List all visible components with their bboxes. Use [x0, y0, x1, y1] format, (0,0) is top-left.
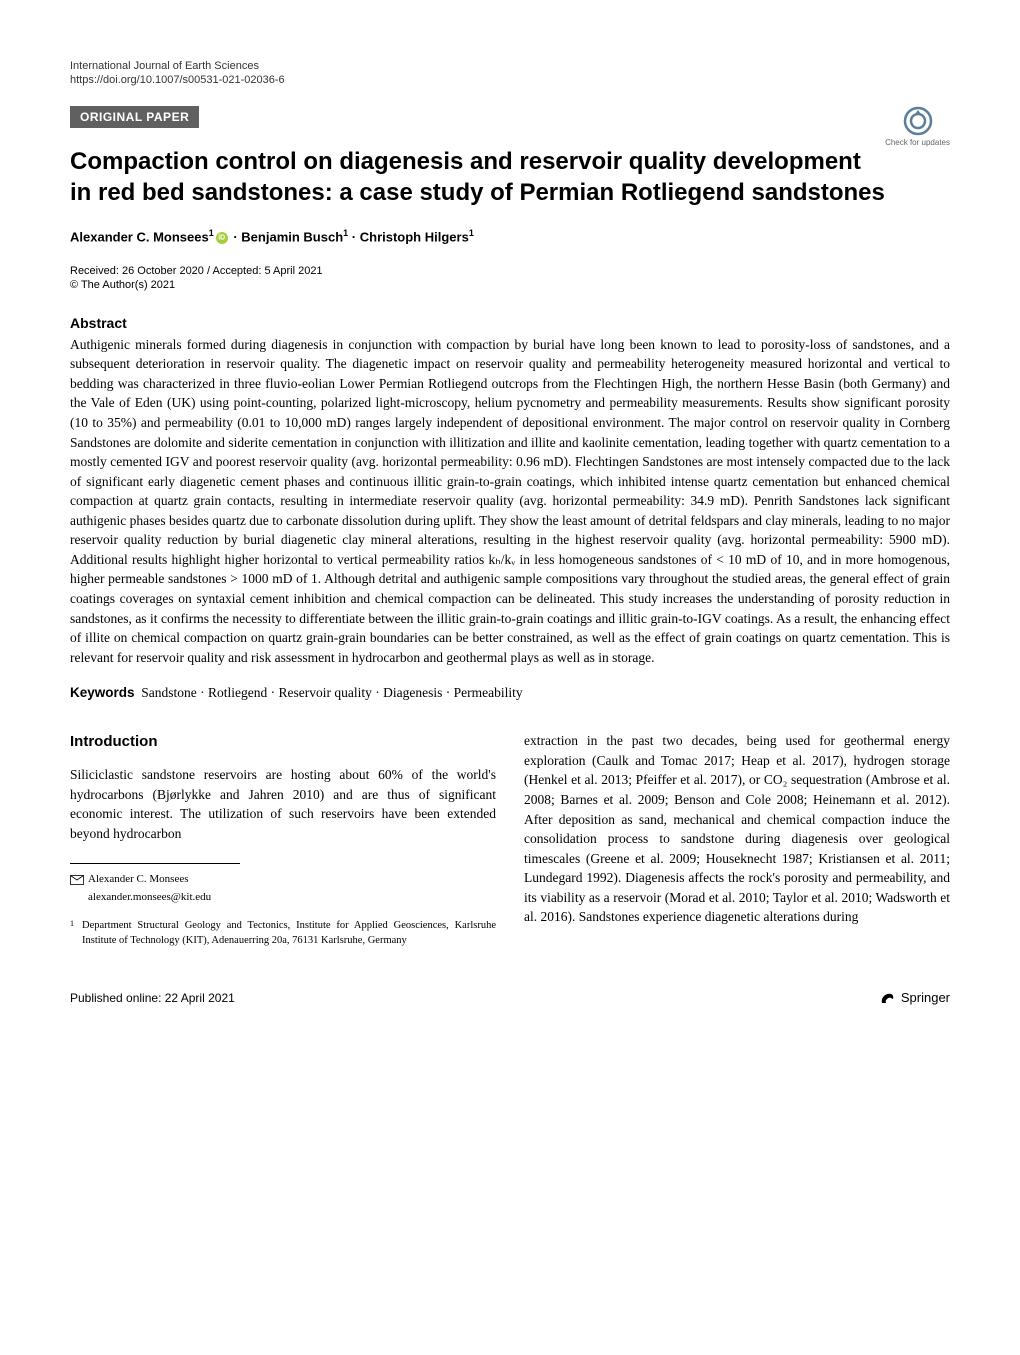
affiliation-number: 1	[70, 918, 74, 948]
published-date: Published online: 22 April 2021	[70, 991, 235, 1005]
right-column: extraction in the past two decades, bein…	[524, 731, 950, 948]
article-dates: Received: 26 October 2020 / Accepted: 5 …	[70, 265, 950, 277]
corresponding-name: Alexander C. Monsees	[88, 873, 189, 885]
abstract-heading: Abstract	[70, 315, 950, 331]
article-title: Compaction control on diagenesis and res…	[70, 146, 950, 208]
keywords-label: Keywords	[70, 685, 135, 700]
keywords-text: Sandstone · Rotliegend · Reservoir quali…	[141, 685, 522, 700]
author-separator: ·	[230, 230, 242, 245]
affiliation: 1 Department Structural Geology and Tect…	[70, 918, 496, 948]
journal-name: International Journal of Earth Sciences	[70, 60, 259, 72]
orcid-icon[interactable]	[216, 232, 228, 244]
springer-horse-icon	[879, 989, 897, 1007]
article-category: ORIGINAL PAPER	[70, 106, 199, 128]
keywords: Keywords Sandstone · Rotliegend · Reserv…	[70, 685, 950, 701]
author-affiliation-ref: 1	[209, 228, 214, 238]
author-name[interactable]: Alexander C. Monsees	[70, 230, 209, 245]
copyright: © The Author(s) 2021	[70, 279, 950, 291]
mail-icon	[70, 875, 84, 885]
left-column: Introduction Siliciclastic sandstone res…	[70, 731, 496, 948]
doi-link[interactable]: https://doi.org/10.1007/s00531-021-02036…	[70, 74, 950, 86]
author-affiliation-ref: 1	[469, 228, 474, 238]
section-heading: Introduction	[70, 731, 496, 753]
affiliation-text: Department Structural Geology and Tecton…	[82, 918, 496, 948]
corresponding-author: Alexander C. Monsees	[70, 872, 496, 888]
page-footer: Published online: 22 April 2021 Springer	[70, 989, 950, 1007]
check-updates-badge[interactable]: Check for updates	[885, 106, 950, 147]
check-updates-label: Check for updates	[885, 138, 950, 147]
publisher-name: Springer	[901, 990, 950, 1005]
abstract-text: Authigenic minerals formed during diagen…	[70, 335, 950, 668]
author-name[interactable]: Benjamin Busch	[241, 230, 343, 245]
footnote-divider	[70, 863, 240, 864]
intro-paragraph: extraction in the past two decades, bein…	[524, 731, 950, 927]
author-name[interactable]: Christoph Hilgers	[360, 230, 469, 245]
publisher-logo: Springer	[879, 989, 950, 1007]
check-updates-icon	[903, 106, 933, 136]
author-list: Alexander C. Monsees1 · Benjamin Busch1 …	[70, 228, 950, 244]
author-separator: ·	[348, 230, 360, 245]
corresponding-email[interactable]: alexander.monsees@kit.edu	[88, 890, 496, 906]
intro-paragraph: Siliciclastic sandstone reservoirs are h…	[70, 765, 496, 843]
